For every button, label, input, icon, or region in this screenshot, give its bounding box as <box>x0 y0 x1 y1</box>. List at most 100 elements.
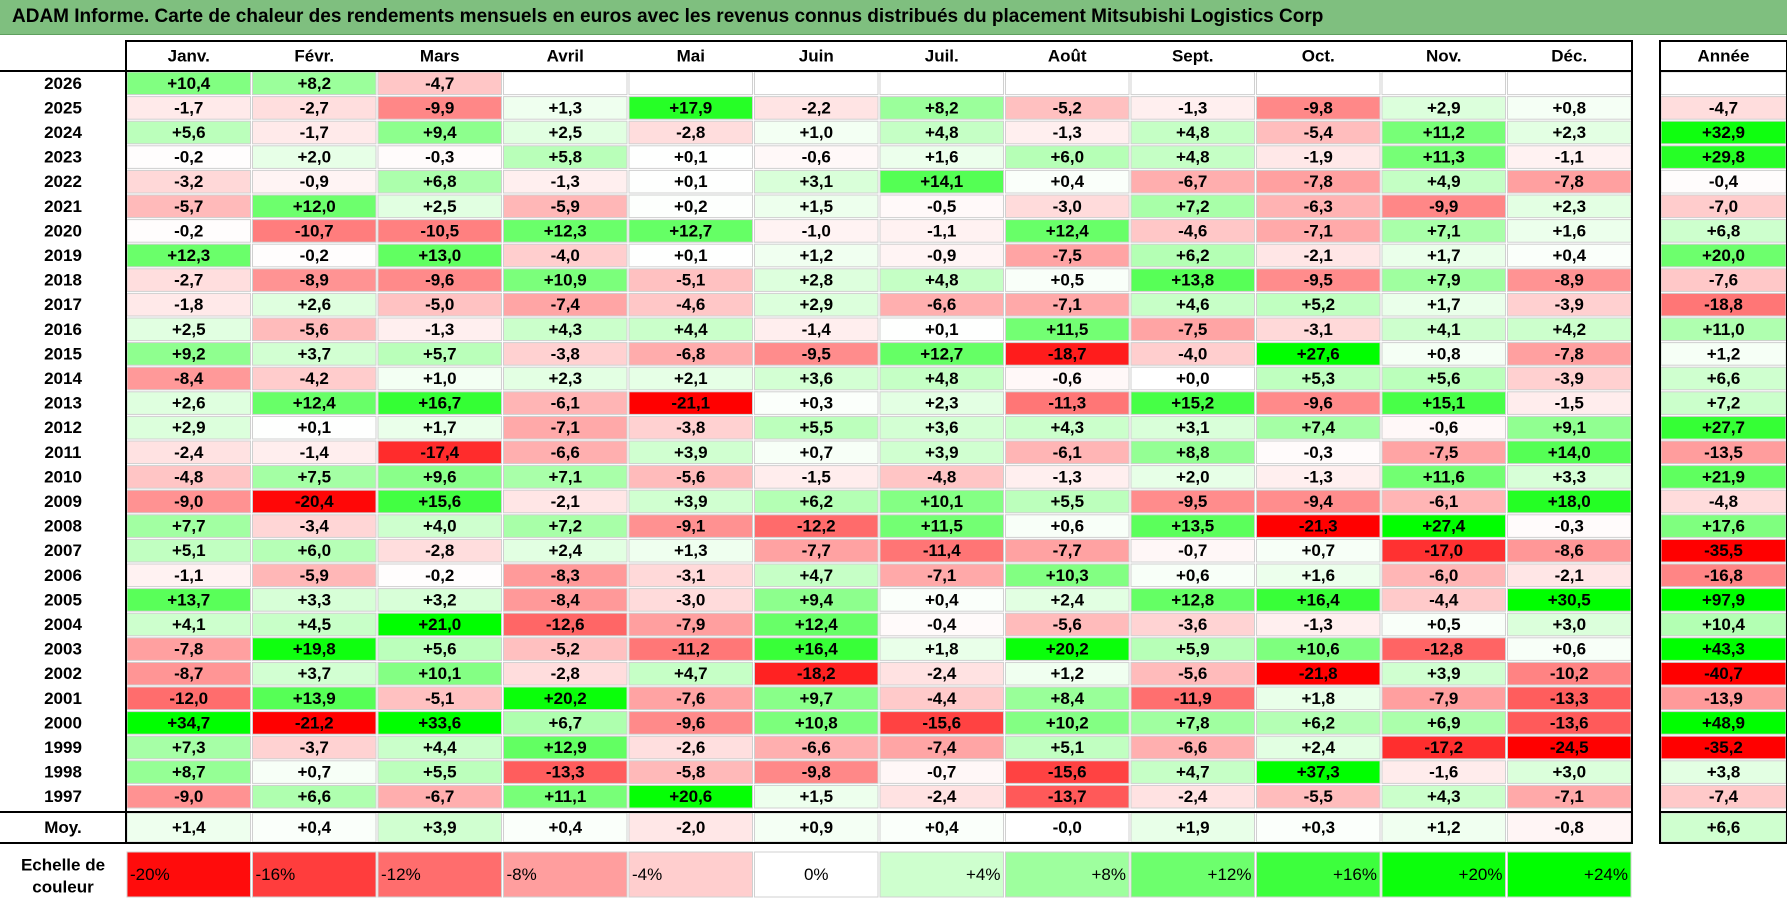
cell-value: -9,0 <box>174 492 203 511</box>
year-label: 2008 <box>44 517 82 536</box>
heatmap-cell <box>754 219 879 243</box>
annual-value: +21,9 <box>1702 467 1745 486</box>
annual-value: +48,9 <box>1702 713 1745 732</box>
heatmap-cell <box>754 292 879 317</box>
heatmap-cell <box>879 366 1004 391</box>
cell-value: -5,2 <box>551 640 580 659</box>
cell-value: +4,8 <box>925 271 959 290</box>
heatmap-cell <box>628 219 753 243</box>
heatmap-cell <box>503 465 628 489</box>
heatmap-cell <box>1130 784 1255 809</box>
cell-value: +10,8 <box>795 713 838 732</box>
cell-value: -3,0 <box>1053 197 1082 216</box>
heatmap-cell <box>503 514 628 538</box>
heatmap-cell <box>377 219 502 243</box>
heatmap-cell <box>1381 465 1506 489</box>
cell-value: +11,3 <box>1423 148 1465 167</box>
heatmap-cell <box>503 760 628 784</box>
heatmap-cell <box>754 96 879 120</box>
cell-value: -18,2 <box>797 664 836 683</box>
heatmap-cell <box>879 760 1004 784</box>
cell-value: -11,2 <box>672 640 710 659</box>
cell-value: +3,1 <box>799 172 833 191</box>
heatmap-cell <box>1005 96 1130 120</box>
heatmap-cell <box>754 268 879 292</box>
cell-value: +17,9 <box>669 98 712 117</box>
cell-value: +4,1 <box>1427 320 1461 339</box>
cell-value: -4,0 <box>1178 344 1207 363</box>
heatmap-cell <box>879 145 1004 169</box>
cell-value: +0,1 <box>674 148 708 167</box>
cell-value: -15,6 <box>1048 763 1087 782</box>
cell-value: -2,8 <box>425 541 454 560</box>
cell-value: +2,3 <box>548 369 582 388</box>
cell-value: -1,3 <box>1053 123 1082 142</box>
heatmap-cell <box>377 711 502 735</box>
cell-value: +7,8 <box>1176 713 1210 732</box>
heatmap-cell <box>377 735 502 760</box>
year-label: 2004 <box>44 615 82 634</box>
average-value: +0,4 <box>925 818 959 837</box>
heatmap-cell <box>1381 120 1506 145</box>
heatmap-cell <box>1256 243 1381 268</box>
heatmap-cell <box>1381 637 1506 661</box>
heatmap-cell <box>628 735 753 760</box>
month-header: Sept. <box>1172 47 1214 66</box>
heatmap-cell <box>628 538 753 563</box>
heatmap-cell <box>1005 415 1130 440</box>
cell-value: +15,6 <box>418 492 461 511</box>
heatmap-cell <box>503 219 628 243</box>
heatmap-cell <box>1005 637 1130 661</box>
cell-value: -1,1 <box>927 221 956 240</box>
cell-value: -1,3 <box>1304 615 1333 634</box>
cell-value: +3,7 <box>297 664 331 683</box>
month-header: Mai <box>677 47 705 66</box>
cell-value: +9,2 <box>172 344 206 363</box>
cell-value: -6,8 <box>676 344 705 363</box>
cell-value: -9,1 <box>676 517 705 536</box>
year-label: 2003 <box>44 640 82 659</box>
heatmap-cell <box>252 219 377 243</box>
heatmap-cell <box>252 637 377 661</box>
average-annual-cell <box>1660 812 1787 843</box>
cell-value: -21,8 <box>1299 664 1338 683</box>
heatmap-cell <box>879 489 1004 514</box>
heatmap-cell <box>1130 342 1255 366</box>
heatmap-cell <box>252 760 377 784</box>
cell-value: +1,7 <box>1427 246 1461 265</box>
cell-value: -1,3 <box>1178 98 1207 117</box>
heatmap-cell <box>1381 391 1506 415</box>
cell-value: -6,0 <box>1429 566 1458 585</box>
heatmap-cell <box>1381 661 1506 686</box>
cell-value: -6,6 <box>551 443 580 462</box>
color-scale-swatch <box>126 851 251 898</box>
cell-value: -2,7 <box>300 98 329 117</box>
annual-value: +97,9 <box>1702 590 1745 609</box>
cell-value: +10,6 <box>1297 640 1340 659</box>
annual-value: -13,9 <box>1704 689 1743 708</box>
annual-value: +6,6 <box>1707 369 1741 388</box>
cell-value: +4,9 <box>1427 172 1461 191</box>
heatmap-cell <box>1381 268 1506 292</box>
month-header: Janv. <box>168 47 210 66</box>
cell-value: -2,2 <box>802 98 831 117</box>
heatmap-cell <box>503 661 628 686</box>
cell-value: -10,5 <box>420 221 459 240</box>
cell-value: +12,4 <box>1046 221 1090 240</box>
cell-value: +5,3 <box>1301 369 1335 388</box>
heatmap-cell <box>1130 194 1255 219</box>
average-cell <box>754 812 879 843</box>
cell-value: +0,8 <box>1552 98 1586 117</box>
heatmap-cell <box>1005 366 1130 391</box>
cell-value: -1,5 <box>802 467 831 486</box>
cell-value: +19,8 <box>293 640 336 659</box>
cell-value: -17,0 <box>1424 541 1463 560</box>
month-header: Juin <box>799 47 834 66</box>
cell-value: +12,7 <box>920 344 963 363</box>
cell-value: -8,9 <box>1555 271 1584 290</box>
year-label: 2012 <box>44 418 82 437</box>
cell-value: +12,4 <box>795 615 839 634</box>
month-header: Nov. <box>1426 47 1462 66</box>
cell-value: -7,1 <box>1053 295 1082 314</box>
